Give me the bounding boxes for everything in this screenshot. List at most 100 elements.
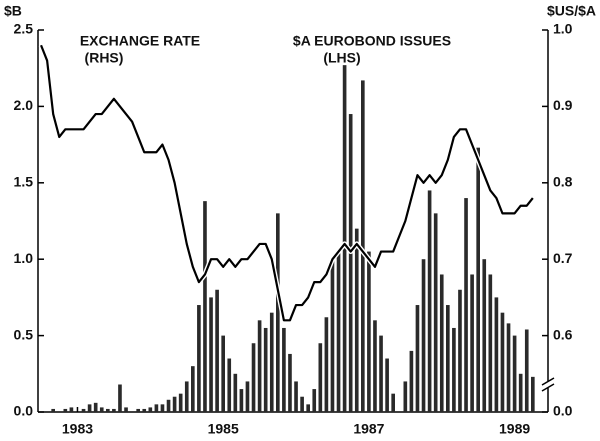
bar (154, 404, 159, 412)
bar (294, 381, 298, 412)
annotation: EXCHANGE RATE (80, 33, 200, 49)
x-tick-label: 1985 (208, 421, 239, 437)
y-tick-label: 0.5 (14, 326, 34, 342)
bar (531, 376, 535, 412)
y2-tick-label: 0.9 (553, 97, 573, 113)
bar (421, 259, 426, 412)
y2-tick-label: 0.7 (553, 250, 573, 266)
bar (342, 65, 347, 413)
bar (458, 289, 462, 412)
bar (470, 274, 474, 412)
bar (239, 389, 244, 412)
annotation: (RHS) (85, 50, 124, 66)
bar (391, 393, 395, 412)
bar (488, 274, 493, 412)
bar (172, 396, 177, 412)
y2-tick-label: 0.8 (553, 174, 573, 190)
bar (276, 213, 280, 412)
bar (87, 404, 92, 412)
x-tick-label: 1989 (499, 421, 530, 437)
line (40, 44, 534, 322)
bar (354, 228, 359, 412)
x-tick-label: 1987 (353, 421, 384, 437)
y-tick-label: 1.5 (14, 174, 34, 190)
bar (446, 305, 450, 412)
bar (452, 327, 456, 412)
y-tick-label: 1.0 (14, 250, 34, 266)
bar (524, 329, 529, 412)
bar (51, 408, 55, 412)
bar (379, 335, 383, 412)
bar (148, 407, 153, 412)
bar (124, 407, 128, 412)
y-axis-label: $B (4, 3, 22, 19)
bar (367, 251, 371, 412)
bar (69, 407, 74, 412)
bar (118, 384, 122, 412)
bar (81, 408, 86, 412)
bar (409, 350, 414, 412)
bar (476, 147, 480, 412)
bar (306, 404, 310, 412)
bar (464, 198, 468, 412)
bar (512, 335, 517, 412)
bar (439, 274, 444, 412)
bar (330, 259, 335, 412)
bar (215, 289, 219, 412)
bar (63, 408, 68, 412)
bar (245, 381, 250, 412)
y-tick-label: 2.5 (14, 21, 34, 37)
bar (500, 312, 505, 412)
y-tick-label: 2.0 (14, 97, 34, 113)
bar (197, 305, 201, 412)
bar (160, 404, 165, 412)
axis-break-gap (542, 381, 554, 388)
bar (166, 399, 171, 412)
bar (312, 389, 317, 412)
bar (433, 213, 438, 412)
y2-tick-label: 0.6 (553, 326, 573, 342)
axis-break (541, 377, 555, 386)
bar (494, 297, 499, 412)
bar (106, 408, 110, 412)
bar (269, 312, 274, 412)
bar (99, 407, 104, 412)
bar (221, 335, 225, 412)
bar (348, 114, 353, 412)
bar (136, 408, 140, 412)
bar (288, 353, 292, 412)
bar (482, 259, 487, 412)
bar (251, 343, 256, 412)
bar (373, 320, 377, 412)
bar (257, 320, 262, 412)
line (38, 44, 535, 323)
annotation: $A EUROBOND ISSUES (293, 33, 451, 49)
y2-tick-label: 1.0 (553, 21, 573, 37)
bar (93, 402, 98, 412)
y2-tick-label: 0.0 (553, 403, 573, 419)
bar (209, 297, 213, 412)
bar (518, 373, 523, 412)
bar (385, 358, 389, 412)
bar (112, 408, 116, 412)
bar (282, 327, 286, 412)
annotation: (LHS) (323, 50, 360, 66)
y2-axis-label: $US/$A (547, 3, 596, 19)
bar (415, 305, 420, 412)
bar (300, 396, 304, 412)
bar (361, 80, 365, 412)
bar (184, 381, 189, 412)
bar (203, 201, 207, 412)
bar (506, 323, 511, 412)
bar (263, 327, 268, 412)
axis-break (541, 383, 555, 392)
bar (427, 190, 432, 412)
bar (403, 381, 408, 412)
y-tick-label: 0.0 (14, 403, 34, 419)
bar (233, 373, 238, 412)
bar (336, 251, 341, 412)
bar (324, 317, 329, 412)
bar (191, 366, 195, 412)
